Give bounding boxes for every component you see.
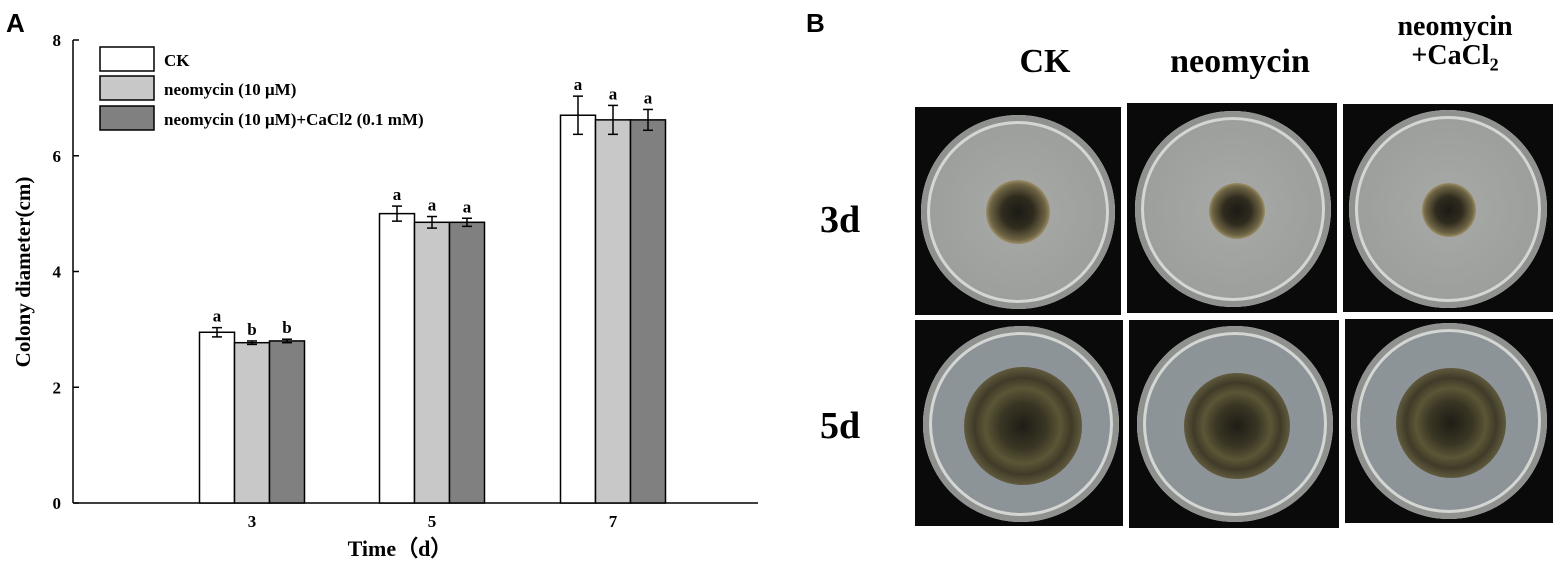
fungal-colony: [1422, 183, 1476, 237]
x-tick-label: 7: [609, 512, 618, 531]
fungal-colony: [1396, 368, 1506, 478]
significance-letter: a: [463, 197, 472, 216]
bar: [629, 119, 667, 504]
plate-photo-neomycin-cacl2-3d: [1343, 104, 1553, 312]
significance-letter: a: [644, 88, 653, 107]
y-tick-label: 0: [53, 494, 62, 513]
bar: [594, 119, 632, 504]
bar: [233, 341, 271, 504]
significance-letter: a: [393, 185, 402, 204]
y-tick-label: 8: [53, 31, 62, 50]
y-tick-label: 4: [53, 263, 62, 282]
significance-letter: b: [282, 318, 291, 337]
column-header-ck: CK: [1019, 43, 1071, 80]
fungal-colony: [986, 180, 1050, 244]
x-axis-label: Time（d）: [348, 536, 453, 561]
fungal-colony: [1184, 373, 1290, 479]
bar: [559, 114, 597, 504]
plate-photo-ck-3d: [915, 107, 1121, 315]
petri-dish: [1349, 110, 1547, 308]
bar: [448, 221, 486, 504]
fungal-colony: [964, 367, 1082, 485]
significance-letter: a: [213, 307, 222, 326]
significance-letter: a: [609, 84, 618, 103]
column-header-neomycin-cacl2: neomycin +CaCl2: [1355, 12, 1555, 75]
plate-photo-ck-5d: [915, 320, 1123, 526]
column-header-neomycin: neomycin: [1170, 43, 1310, 80]
significance-letter: b: [247, 320, 256, 339]
legend-swatch: [99, 75, 155, 101]
column-header-neomycin-line1: neomycin: [1397, 11, 1513, 42]
plate-photo-neomycin-cacl2-5d: [1345, 319, 1553, 523]
bar: [413, 221, 451, 504]
significance-letter: a: [428, 196, 437, 215]
bar: [378, 212, 416, 504]
petri-dish: [1135, 111, 1331, 307]
legend-label: neomycin (10 μM)+CaCl2 (0.1 mM): [164, 110, 424, 129]
plate-photo-neomycin-3d: [1127, 103, 1337, 313]
bar-chart: 0 2 4 6 8 Colony diameter(cm) 3 5 7 Time（d） a b b a a…: [11, 31, 758, 561]
row-header-3d: 3d: [820, 199, 861, 241]
legend-swatch: [99, 46, 155, 72]
y-tick-label: 2: [53, 378, 62, 397]
panel-b-label: B: [806, 8, 825, 38]
bar: [198, 331, 236, 504]
fungal-colony: [1209, 183, 1265, 239]
x-tick-label: 5: [428, 512, 437, 531]
legend-label: neomycin (10 μM): [164, 80, 296, 99]
y-tick-label: 6: [53, 147, 62, 166]
significance-letter: a: [574, 75, 583, 94]
legend-swatch: [99, 105, 155, 131]
legend-label: CK: [164, 51, 190, 70]
petri-dish: [1137, 326, 1333, 522]
bar: [268, 340, 306, 504]
y-axis-label: Colony diameter(cm): [11, 177, 35, 368]
petri-dish: [923, 326, 1119, 522]
petri-dish: [921, 115, 1115, 309]
subscript-2: 2: [1489, 54, 1499, 75]
petri-dish: [1351, 323, 1547, 519]
row-header-5d: 5d: [820, 405, 861, 447]
column-header-cacl2-line2: +CaCl2: [1355, 41, 1555, 74]
plate-photo-neomycin-5d: [1129, 320, 1339, 528]
x-tick-label: 3: [248, 512, 257, 531]
cacl-text: +CaCl: [1411, 40, 1490, 72]
panel-a-label: A: [6, 8, 25, 38]
